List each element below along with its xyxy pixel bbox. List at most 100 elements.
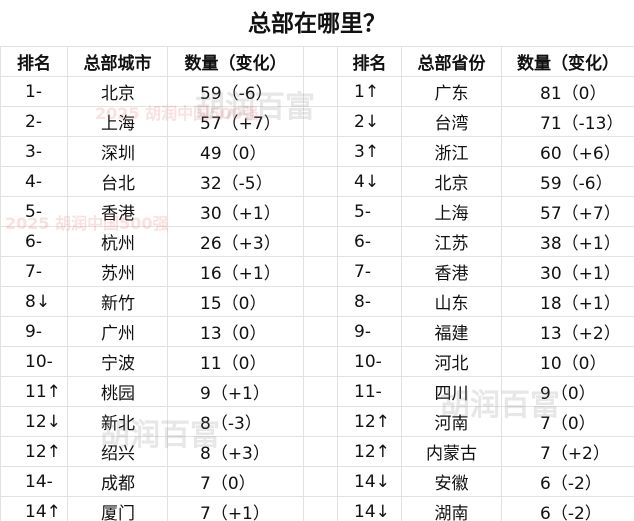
rank-cell: 4↓	[337, 166, 402, 197]
spacer	[303, 226, 338, 257]
spacer	[303, 316, 338, 347]
count-cell: 57（+7）	[167, 106, 304, 137]
rank-cell: 9-	[0, 316, 68, 347]
province-cell: 四川	[401, 376, 502, 407]
rank-cell: 14↓	[337, 496, 402, 521]
rank-cell: 12↑	[0, 436, 68, 467]
rank-cell: 2-	[0, 106, 68, 137]
spacer	[303, 466, 338, 497]
table-row: 3- 深圳 49（0） 3↑ 浙江 60（+6）	[0, 136, 634, 167]
city-cell: 上海	[67, 106, 168, 137]
rank-cell: 11↑	[0, 376, 68, 407]
rank-cell: 12↑	[337, 406, 402, 437]
count-cell: 26（+3）	[167, 226, 304, 257]
city-cell: 深圳	[67, 136, 168, 167]
table-row: 6- 杭州 26（+3） 6- 江苏 38（+1）	[0, 226, 634, 257]
count-cell: 7（+1）	[167, 496, 304, 521]
rank-cell: 7-	[337, 256, 402, 287]
table-row: 14- 成都 7（0） 14↓ 安徽 6（-2）	[0, 466, 634, 497]
rank-cell: 9-	[337, 316, 402, 347]
header-city: 总部城市	[67, 46, 168, 77]
province-cell: 湖南	[401, 496, 502, 521]
rank-cell: 3↑	[337, 136, 402, 167]
spacer	[303, 106, 338, 137]
count-cell: 11（0）	[167, 346, 304, 377]
province-cell: 浙江	[401, 136, 502, 167]
province-cell: 江苏	[401, 226, 502, 257]
spacer	[303, 436, 338, 467]
rank-cell: 1↑	[337, 76, 402, 107]
rank-cell: 8↓	[0, 286, 68, 317]
city-cell: 杭州	[67, 226, 168, 257]
count-cell: 8（-3）	[167, 406, 304, 437]
table-row: 5- 香港 30（+1） 5- 上海 57（+7）	[0, 196, 634, 227]
page-title: 总部在哪里？	[0, 0, 634, 47]
count-cell: 6（-2）	[501, 496, 634, 521]
city-cell: 桃园	[67, 376, 168, 407]
count-cell: 59（-6）	[501, 166, 634, 197]
count-cell: 32（-5）	[167, 166, 304, 197]
province-cell: 上海	[401, 196, 502, 227]
count-cell: 71（-13）	[501, 106, 634, 137]
count-cell: 81（0）	[501, 76, 634, 107]
province-cell: 台湾	[401, 106, 502, 137]
count-cell: 13（0）	[167, 316, 304, 347]
spacer	[303, 406, 338, 437]
table-row: 7- 苏州 16（+1） 7- 香港 30（+1）	[0, 256, 634, 287]
count-cell: 57（+7）	[501, 196, 634, 227]
spacer	[303, 166, 338, 197]
city-cell: 香港	[67, 196, 168, 227]
province-cell: 香港	[401, 256, 502, 287]
city-cell: 新北	[67, 406, 168, 437]
table-row: 8↓ 新竹 15（0） 8- 山东 18（+1）	[0, 286, 634, 317]
count-cell: 9（0）	[501, 376, 634, 407]
rank-cell: 1-	[0, 76, 68, 107]
count-cell: 9（+1）	[167, 376, 304, 407]
spacer	[303, 346, 338, 377]
count-cell: 60（+6）	[501, 136, 634, 167]
header-rank: 排名	[0, 46, 68, 77]
spacer	[303, 76, 338, 107]
rank-cell: 8-	[337, 286, 402, 317]
spacer	[303, 256, 338, 287]
spacer	[303, 196, 338, 227]
header-row: 排名 总部城市 数量（变化） 排名 总部省份 数量（变化）	[0, 46, 634, 77]
city-cell: 宁波	[67, 346, 168, 377]
table-row: 12↓ 新北 8（-3） 12↑ 河南 7（0）	[0, 406, 634, 437]
rank-cell: 10-	[0, 346, 68, 377]
count-cell: 8（+3）	[167, 436, 304, 467]
rank-cell: 3-	[0, 136, 68, 167]
province-cell: 安徽	[401, 466, 502, 497]
table-row: 2- 上海 57（+7） 2↓ 台湾 71（-13）	[0, 106, 634, 137]
rank-cell: 12↑	[337, 436, 402, 467]
table-row: 9- 广州 13（0） 9- 福建 13（+2）	[0, 316, 634, 347]
province-cell: 内蒙古	[401, 436, 502, 467]
city-cell: 台北	[67, 166, 168, 197]
count-cell: 59（-6）	[167, 76, 304, 107]
table-row: 10- 宁波 11（0） 10- 河北 10（0）	[0, 346, 634, 377]
rank-cell: 11-	[337, 376, 402, 407]
count-cell: 15（0）	[167, 286, 304, 317]
spacer	[303, 286, 338, 317]
table-row: 12↑ 绍兴 8（+3） 12↑ 内蒙古 7（+2）	[0, 436, 634, 467]
count-cell: 7（0）	[167, 466, 304, 497]
count-cell: 18（+1）	[501, 286, 634, 317]
header-province: 总部省份	[401, 46, 502, 77]
spacer	[303, 46, 338, 77]
city-cell: 绍兴	[67, 436, 168, 467]
count-cell: 49（0）	[167, 136, 304, 167]
table-row: 11↑ 桃园 9（+1） 11- 四川 9（0）	[0, 376, 634, 407]
rank-cell: 6-	[337, 226, 402, 257]
spacer	[303, 496, 338, 521]
count-cell: 38（+1）	[501, 226, 634, 257]
rank-cell: 10-	[337, 346, 402, 377]
table-row: 1- 北京 59（-6） 1↑ 广东 81（0）	[0, 76, 634, 107]
city-cell: 厦门	[67, 496, 168, 521]
province-cell: 北京	[401, 166, 502, 197]
count-cell: 30（+1）	[501, 256, 634, 287]
rank-cell: 4-	[0, 166, 68, 197]
rank-cell: 12↓	[0, 406, 68, 437]
header-count: 数量（变化）	[501, 46, 634, 77]
headquarters-table: 排名 总部城市 数量（变化） 排名 总部省份 数量（变化） 1- 北京 59（-6）…	[0, 46, 634, 521]
